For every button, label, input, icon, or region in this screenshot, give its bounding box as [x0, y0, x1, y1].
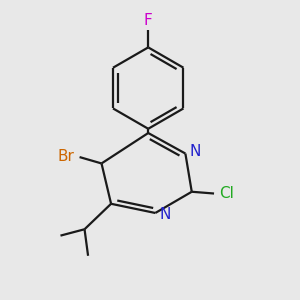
Text: N: N	[160, 207, 171, 222]
Text: Cl: Cl	[219, 186, 234, 201]
Text: N: N	[190, 144, 201, 159]
Text: F: F	[144, 13, 153, 28]
Text: Br: Br	[57, 149, 74, 164]
